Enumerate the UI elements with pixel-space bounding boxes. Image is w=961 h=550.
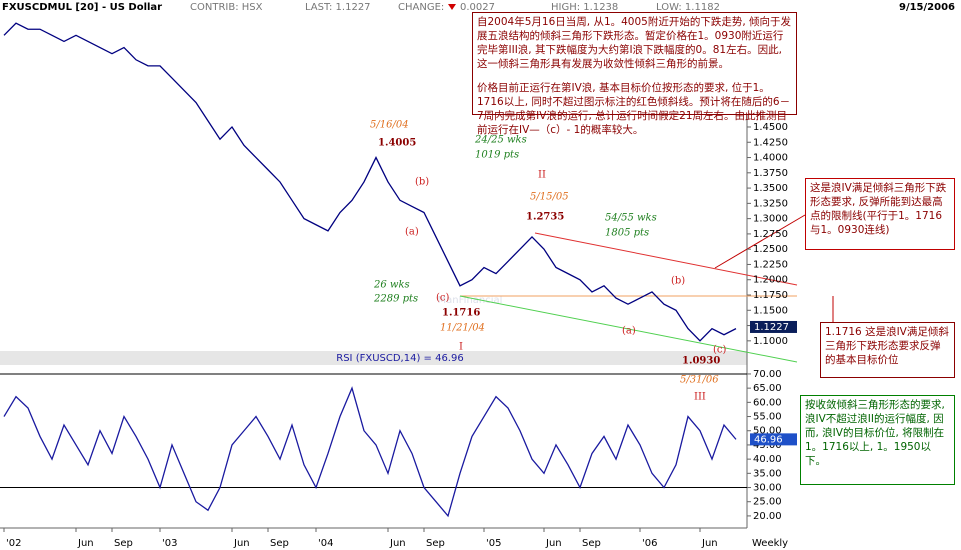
y-tick-label: 1.2250 [753, 259, 788, 270]
last-value-box [750, 320, 797, 333]
y-tick-label: 65.00 [753, 383, 782, 394]
x-tick-label: Sep [426, 538, 445, 549]
y-tick-label: 1.4250 [753, 137, 788, 148]
y-tick-label: 1.4000 [753, 153, 788, 164]
x-axis-label: Weekly [752, 538, 788, 549]
header-change-label: CHANGE: [398, 2, 444, 13]
x-tick-label: Jun [389, 538, 406, 549]
y-tick-label: 50.00 [753, 426, 782, 437]
last-value-label: 46.96 [754, 434, 783, 445]
rsi-title: RSI (FXUSCD,14) = 46.96 [336, 353, 463, 364]
note-text: 按收敛倾斜三角形形态的要求, 浪IV不超过浪II的运行幅度, 因而, 浪IV的目… [805, 399, 945, 467]
annotation: 1.0930 [682, 356, 720, 367]
panel-divider [0, 351, 747, 365]
note-box: 按收敛倾斜三角形形态的要求, 浪IV不超过浪II的运行幅度, 因而, 浪IV的目… [800, 395, 955, 485]
header-title: FXUSCDMUL [20] - US Dollar [2, 2, 162, 13]
watermark: ManFinancial [438, 295, 503, 306]
annotation: 1805 pts [605, 228, 649, 239]
annotation: 11/21/04 [440, 323, 485, 334]
data-line [3, 386, 737, 518]
y-tick-label: 70.00 [753, 369, 782, 380]
y-tick-label: 30.00 [753, 483, 782, 494]
y-tick-label: 1.3000 [753, 214, 788, 225]
note-text: 价格目前正运行在第IV浪, 基本目标价位按形态的要求, 位于1。1716以上, … [477, 82, 791, 136]
note-box: 自2004年5月16日当周, 从1。4005附近开始的下跌走势, 倾向于发展五浪… [472, 12, 797, 136]
y-tick-label: 1.2000 [753, 275, 788, 286]
annotation: 5/31/06 [680, 375, 719, 386]
annotation: 1.4005 [378, 138, 416, 149]
y-tick-label: 55.00 [753, 412, 782, 423]
annotation: 5/16/04 [370, 120, 409, 131]
note-text: 1.1716 这是浪IV满足倾斜三角形下跌形态要求反弹的基本目标价位 [825, 326, 949, 366]
annotation: 5/15/05 [530, 192, 569, 203]
note-box: 这是浪IV满足倾斜三角形下跌形态要求, 反弹所能到达最高点的限制线(平行于1。1… [805, 178, 955, 250]
annotation: (a) [405, 227, 419, 238]
x-tick-label: Jun [701, 538, 718, 549]
x-tick-label: '03 [162, 538, 177, 549]
annotation: 26 wks [373, 280, 410, 291]
annotation: (a) [622, 326, 636, 337]
y-tick-label: 35.00 [753, 468, 782, 479]
down-arrow [448, 4, 456, 10]
annotation: 2289 pts [373, 294, 418, 305]
y-tick-label: 1.2750 [753, 229, 788, 240]
x-tick-label: Sep [114, 538, 133, 549]
annotation: 24/25 wks [474, 135, 527, 146]
y-tick-label: 1.2500 [753, 244, 788, 255]
last-value-box [750, 433, 797, 446]
annotation: (b) [671, 276, 685, 287]
x-tick-label: '05 [486, 538, 501, 549]
y-tick-label: 25.00 [753, 497, 782, 508]
note-text: 这是浪IV满足倾斜三角形下跌形态要求, 反弹所能到达最高点的限制线(平行于1。1… [810, 182, 947, 236]
header-contrib: CONTRIB: HSX [190, 2, 263, 13]
header-high: HIGH: 1.1238 [551, 2, 618, 13]
y-tick-label: 1.4500 [753, 122, 788, 133]
x-tick-label: '02 [6, 538, 21, 549]
last-value-label: 1.1227 [754, 322, 789, 333]
x-tick-label: '06 [642, 538, 657, 549]
note-box: 1.1716 这是浪IV满足倾斜三角形下跌形态要求反弹的基本目标价位 [820, 322, 955, 378]
x-tick-label: Jun [77, 538, 94, 549]
x-tick-label: Sep [582, 538, 601, 549]
y-tick-label: 1.1500 [753, 305, 788, 316]
annotation: (c) [436, 293, 450, 304]
y-tick-label: 1.3750 [753, 168, 788, 179]
annotation: 1019 pts [475, 150, 519, 161]
y-tick-label: 20.00 [753, 511, 782, 522]
annotation: (b) [415, 177, 429, 188]
header-date: 9/15/2006 [899, 2, 955, 13]
annotation: II [538, 170, 546, 181]
x-tick-label: Sep [270, 538, 289, 549]
annotation: 1.1716 [442, 308, 480, 319]
data-line [3, 22, 737, 342]
annotation: III [694, 392, 706, 403]
annotation: I [459, 342, 463, 353]
trend-line [459, 295, 798, 363]
x-tick-label: '04 [318, 538, 333, 549]
header-change: 0.0027 [460, 2, 495, 13]
y-tick-label: 1.1750 [753, 290, 788, 301]
y-tick-label: 45.00 [753, 440, 782, 451]
y-tick-label: 1.1000 [753, 336, 788, 347]
x-tick-label: Jun [233, 538, 250, 549]
annotation: (c) [713, 345, 727, 356]
annotation: 1.2735 [526, 212, 564, 223]
header-last: LAST: 1.1227 [305, 2, 371, 13]
y-tick-label: 60.00 [753, 397, 782, 408]
arrow [714, 214, 806, 269]
y-tick-label: 1.3250 [753, 198, 788, 209]
annotation: 54/55 wks [605, 213, 657, 224]
x-tick-label: Jun [545, 538, 562, 549]
header-low: LOW: 1.1182 [656, 2, 720, 13]
note-text: 自2004年5月16日当周, 从1。4005附近开始的下跌走势, 倾向于发展五浪… [477, 16, 792, 70]
trend-line [534, 232, 798, 286]
y-tick-label: 1.3500 [753, 183, 788, 194]
y-tick-label: 40.00 [753, 454, 782, 465]
